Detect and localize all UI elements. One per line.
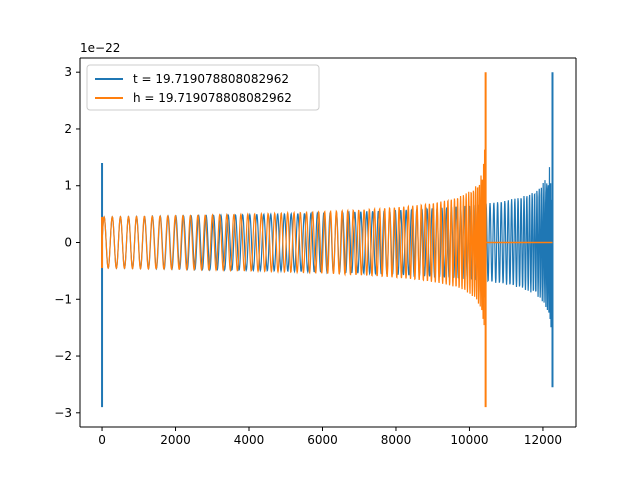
legend-label: h = 19.719078808082962	[133, 91, 292, 105]
series-h	[101, 72, 553, 408]
legend: t = 19.719078808082962 h = 19.71907880808…	[86, 64, 320, 111]
x-tick-label: 6000	[307, 433, 338, 447]
y-tick-label: 0	[64, 236, 72, 250]
y-tick-label: −3	[54, 406, 72, 420]
y-tick-label: −1	[54, 292, 72, 306]
y-tick-label: −2	[54, 349, 72, 363]
x-tick-label: 10000	[450, 433, 488, 447]
y-offset-text: 1e−22	[80, 41, 120, 55]
legend-box	[86, 64, 320, 111]
legend-label: t = 19.719078808082962	[133, 72, 289, 86]
y-tick-label: 1	[64, 179, 72, 193]
x-tick-label: 0	[98, 433, 106, 447]
x-tick-label: 8000	[381, 433, 412, 447]
x-tick-label: 12000	[524, 433, 562, 447]
series-line-h	[101, 149, 487, 326]
x-tick-label: 4000	[234, 433, 265, 447]
series-layer	[101, 72, 554, 408]
axes: 0 2000 4000 6000 8000 10000 12000 −3 −2 −1 0 1 2 3	[54, 57, 577, 447]
x-tick-label: 2000	[160, 433, 191, 447]
plot-area	[101, 72, 554, 408]
y-tick-label: 3	[64, 65, 72, 79]
y-tick-label: 2	[64, 122, 72, 136]
